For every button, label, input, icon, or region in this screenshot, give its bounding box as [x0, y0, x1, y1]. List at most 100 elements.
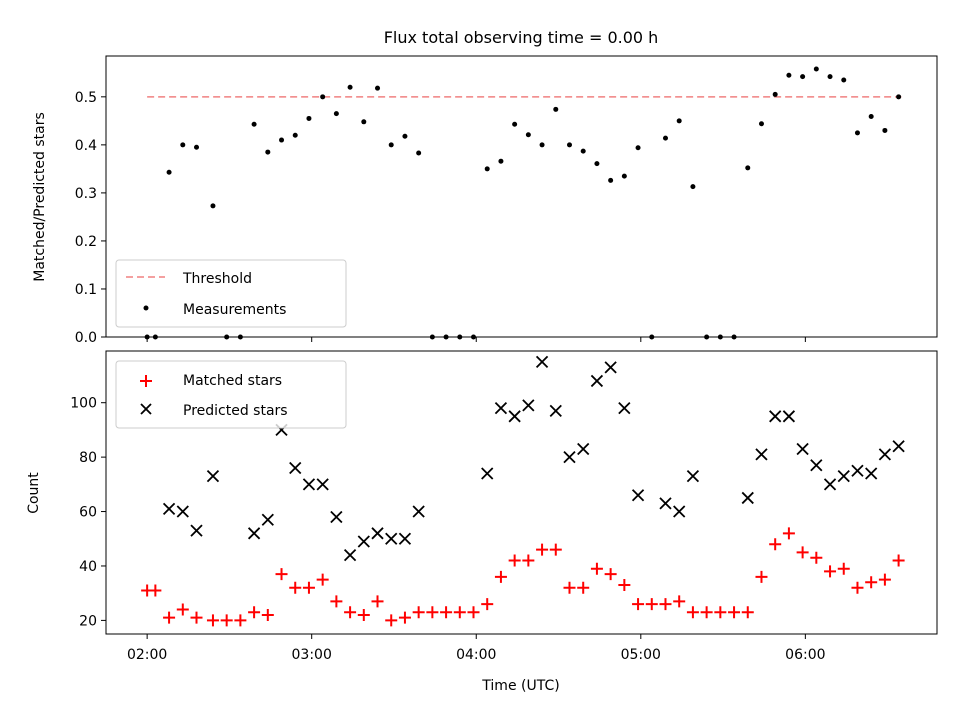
predicted-point: [549, 404, 562, 418]
predicted-stars-series: [162, 355, 905, 562]
matched-point: [453, 606, 466, 619]
top-y-tick-label: 0.1: [75, 282, 97, 298]
measurement-point: [292, 132, 298, 138]
measurement-point: [416, 150, 422, 156]
measurement-point: [237, 334, 243, 340]
matched-point: [494, 570, 507, 583]
predicted-point: [247, 527, 261, 540]
predicted-point: [892, 440, 905, 453]
matched-point: [673, 595, 686, 608]
matched-point: [302, 581, 315, 594]
measurement-point: [194, 144, 200, 150]
predicted-point: [371, 527, 384, 540]
measurement-point: [566, 142, 572, 148]
measurement-point: [882, 127, 888, 133]
measurement-point: [361, 119, 367, 125]
measurement-point: [210, 203, 216, 209]
measurement-point: [180, 142, 186, 148]
predicted-point: [522, 399, 535, 412]
measurement-point: [457, 334, 463, 340]
predicted-legend-marker: [140, 403, 152, 415]
predicted-point: [851, 464, 864, 477]
measurement-point: [800, 74, 806, 80]
measurement-point: [443, 334, 449, 340]
bottom-plot-area: [105, 350, 938, 635]
predicted-point: [508, 410, 521, 423]
measurement-point: [786, 72, 792, 78]
measurements-legend-label: Measurements: [183, 302, 286, 318]
measurement-point: [676, 118, 682, 124]
measurement-point: [347, 84, 353, 90]
predicted-point: [823, 478, 837, 491]
matched-point: [426, 606, 439, 619]
measurement-point: [841, 77, 847, 83]
matched-point: [892, 554, 905, 567]
matched-point: [440, 606, 453, 619]
bottom-y-tick-label: 100: [70, 396, 97, 412]
predicted-point: [755, 448, 768, 461]
measurement-point: [224, 334, 230, 340]
bottom-legend: Matched stars Predicted stars: [115, 360, 347, 429]
predicted-point: [577, 442, 590, 456]
predicted-point: [302, 478, 316, 491]
matched-point: [357, 608, 370, 621]
measurement-point: [152, 334, 158, 340]
matched-point: [590, 562, 603, 575]
top-y-tick-label: 0.4: [75, 138, 97, 154]
matched-point: [796, 546, 809, 559]
bottom-y-ticks: 20 40 60 80 100: [70, 396, 106, 629]
x-axis-label: Time (UTC): [481, 678, 559, 694]
predicted-point: [686, 470, 700, 483]
matched-legend-label: Matched stars: [183, 373, 282, 389]
matched-point: [190, 611, 203, 624]
matched-point: [385, 614, 398, 627]
matched-point: [728, 606, 741, 619]
matched-point: [782, 527, 795, 540]
measurement-point: [333, 111, 339, 117]
measurement-point: [717, 334, 723, 340]
matched-point: [659, 598, 672, 611]
chart-title: Flux total observing time = 0.00 h: [384, 28, 659, 47]
matched-point: [865, 576, 878, 589]
measurement-point: [772, 91, 778, 97]
bottom-y-tick-label: 40: [79, 559, 97, 575]
matched-point: [563, 581, 576, 594]
matched-point: [741, 606, 754, 619]
measurement-point: [827, 74, 833, 80]
bottom-y-axis-label: Count: [26, 472, 42, 514]
measurement-point: [166, 169, 172, 175]
predicted-point: [162, 502, 176, 515]
measurement-point: [320, 94, 326, 100]
top-plot-area: [105, 55, 938, 338]
matched-point: [163, 611, 176, 624]
measurement-series: [144, 66, 902, 340]
measurement-point: [251, 121, 257, 127]
measurement-point: [854, 130, 860, 136]
predicted-point: [535, 355, 549, 369]
matched-point: [522, 554, 535, 567]
bottom-x-tick-label: 05:00: [621, 647, 661, 663]
predicted-point: [878, 448, 892, 461]
predicted-point: [810, 459, 823, 472]
measurement-point: [484, 166, 490, 172]
predicted-point: [176, 505, 189, 518]
measurement-point: [594, 161, 600, 167]
predicted-point: [769, 410, 782, 423]
predicted-point: [494, 402, 508, 415]
matched-point: [549, 543, 562, 556]
predicted-point: [865, 467, 878, 480]
bottom-legend-box: [115, 360, 347, 429]
predicted-point: [289, 461, 302, 475]
matched-point: [536, 543, 549, 556]
top-y-tick-label: 0.0: [75, 330, 97, 346]
measurement-point: [662, 135, 668, 141]
measurement-point: [402, 133, 408, 139]
predicted-legend-label: Predicted stars: [183, 403, 288, 419]
matched-legend-marker: [140, 375, 152, 387]
measurement-point: [621, 173, 627, 179]
matched-point: [248, 606, 261, 619]
matched-point: [316, 573, 329, 586]
predicted-point: [837, 470, 850, 483]
measurement-point: [608, 177, 614, 183]
predicted-point: [330, 510, 343, 524]
